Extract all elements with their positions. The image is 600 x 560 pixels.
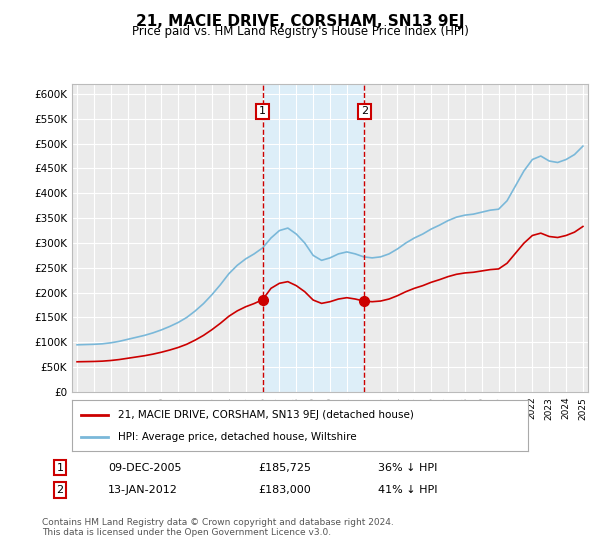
- Text: 09-DEC-2005: 09-DEC-2005: [108, 463, 182, 473]
- Text: 2: 2: [361, 106, 368, 116]
- Text: 41% ↓ HPI: 41% ↓ HPI: [378, 485, 437, 495]
- Text: 21, MACIE DRIVE, CORSHAM, SN13 9EJ (detached house): 21, MACIE DRIVE, CORSHAM, SN13 9EJ (deta…: [118, 409, 413, 419]
- Bar: [263, 84, 364, 392]
- Text: £185,725: £185,725: [258, 463, 311, 473]
- Text: 21, MACIE DRIVE, CORSHAM, SN13 9EJ: 21, MACIE DRIVE, CORSHAM, SN13 9EJ: [136, 14, 464, 29]
- Text: £183,000: £183,000: [258, 485, 311, 495]
- Text: HPI: Average price, detached house, Wiltshire: HPI: Average price, detached house, Wilt…: [118, 432, 356, 442]
- Text: 2: 2: [56, 485, 64, 495]
- Text: Contains HM Land Registry data © Crown copyright and database right 2024.
This d: Contains HM Land Registry data © Crown c…: [42, 518, 394, 538]
- Text: 13-JAN-2012: 13-JAN-2012: [108, 485, 178, 495]
- Text: Price paid vs. HM Land Registry's House Price Index (HPI): Price paid vs. HM Land Registry's House …: [131, 25, 469, 38]
- Text: 1: 1: [56, 463, 64, 473]
- Text: 1: 1: [259, 106, 266, 116]
- Text: 36% ↓ HPI: 36% ↓ HPI: [378, 463, 437, 473]
